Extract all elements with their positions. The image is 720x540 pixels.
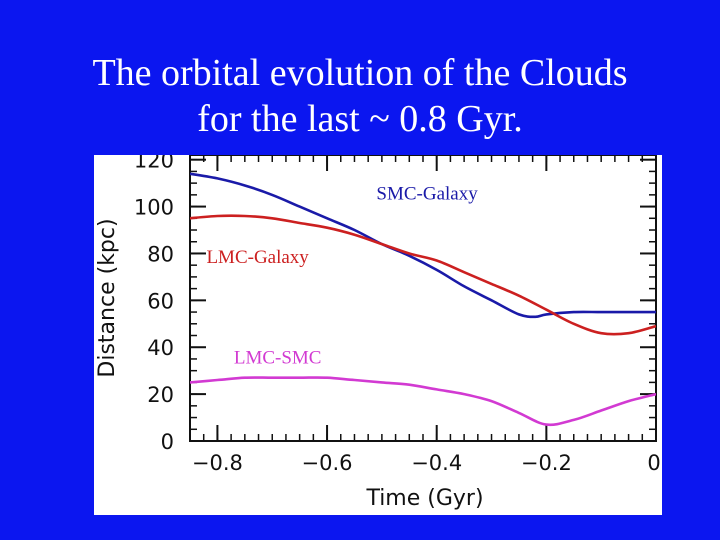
series-label-lmc-galaxy: LMC-Galaxy xyxy=(206,247,309,268)
x-tick-label: −0.8 xyxy=(192,451,243,475)
series-line-smc-galaxy xyxy=(190,172,656,319)
series-line-lmc-smc xyxy=(190,376,656,427)
title-line-2: for the last ~ 0.8 Gyr. xyxy=(197,98,523,140)
y-tick-label: 40 xyxy=(147,336,174,360)
x-axis-label: Time (Gyr) xyxy=(365,486,483,511)
x-tick-label: −0.4 xyxy=(411,451,462,475)
x-tick-label: −0.2 xyxy=(521,451,572,475)
y-tick-label: 100 xyxy=(134,196,174,220)
title-line-1: The orbital evolution of the Clouds xyxy=(92,52,628,94)
y-tick-label: 20 xyxy=(147,383,174,407)
slide-title: The orbital evolution of the Clouds for … xyxy=(0,50,720,142)
distance-time-chart: −0.8 −0.6 −0.4 −0.2 0 0 20 40 60 80 100 120 Time (Gy… xyxy=(95,155,661,511)
x-tick-label: −0.6 xyxy=(302,451,353,475)
y-tick-label: 80 xyxy=(147,242,174,266)
series-label-lmc-smc: LMC-SMC xyxy=(234,348,322,369)
series-label-smc-galaxy: SMC-Galaxy xyxy=(376,184,478,205)
series-line-lmc-galaxy xyxy=(190,214,656,336)
y-axis-label: Distance (kpc) xyxy=(95,218,120,377)
orbit-chart-figure: −0.8 −0.6 −0.4 −0.2 0 0 20 40 60 80 100 120 Time (Gy… xyxy=(94,155,662,515)
y-tick-label: 120 xyxy=(134,155,174,173)
x-tick-label: 0 xyxy=(647,451,660,475)
y-tick-label: 0 xyxy=(161,430,174,454)
y-tick-label: 60 xyxy=(147,289,174,313)
